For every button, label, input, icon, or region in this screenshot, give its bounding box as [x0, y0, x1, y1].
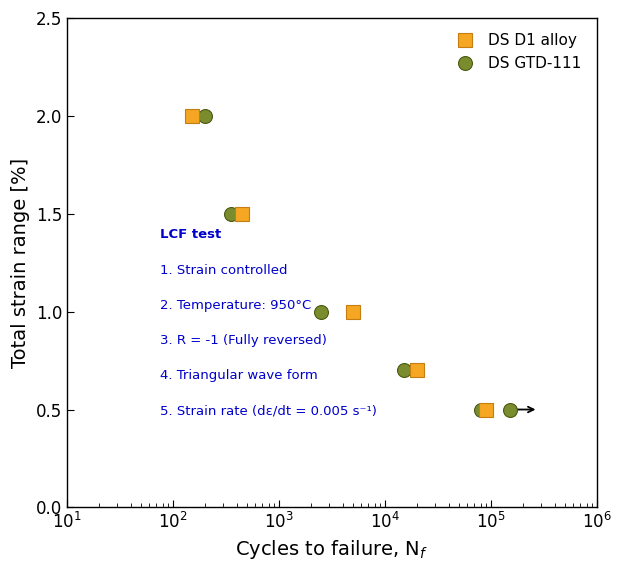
Text: 5. Strain rate (dε/dt = 0.005 s⁻¹): 5. Strain rate (dε/dt = 0.005 s⁻¹): [159, 404, 376, 418]
Text: LCF test: LCF test: [159, 228, 221, 241]
Text: 4. Triangular wave form: 4. Triangular wave form: [159, 370, 317, 383]
Text: 2. Temperature: 950°C: 2. Temperature: 950°C: [159, 299, 311, 312]
X-axis label: Cycles to failure, N$_f$: Cycles to failure, N$_f$: [235, 538, 429, 561]
Legend: DS D1 alloy, DS GTD-111: DS D1 alloy, DS GTD-111: [442, 26, 589, 79]
Text: 3. R = -1 (Fully reversed): 3. R = -1 (Fully reversed): [159, 334, 326, 347]
Text: 1. Strain controlled: 1. Strain controlled: [159, 264, 287, 277]
Y-axis label: Total strain range [%]: Total strain range [%]: [11, 158, 30, 368]
